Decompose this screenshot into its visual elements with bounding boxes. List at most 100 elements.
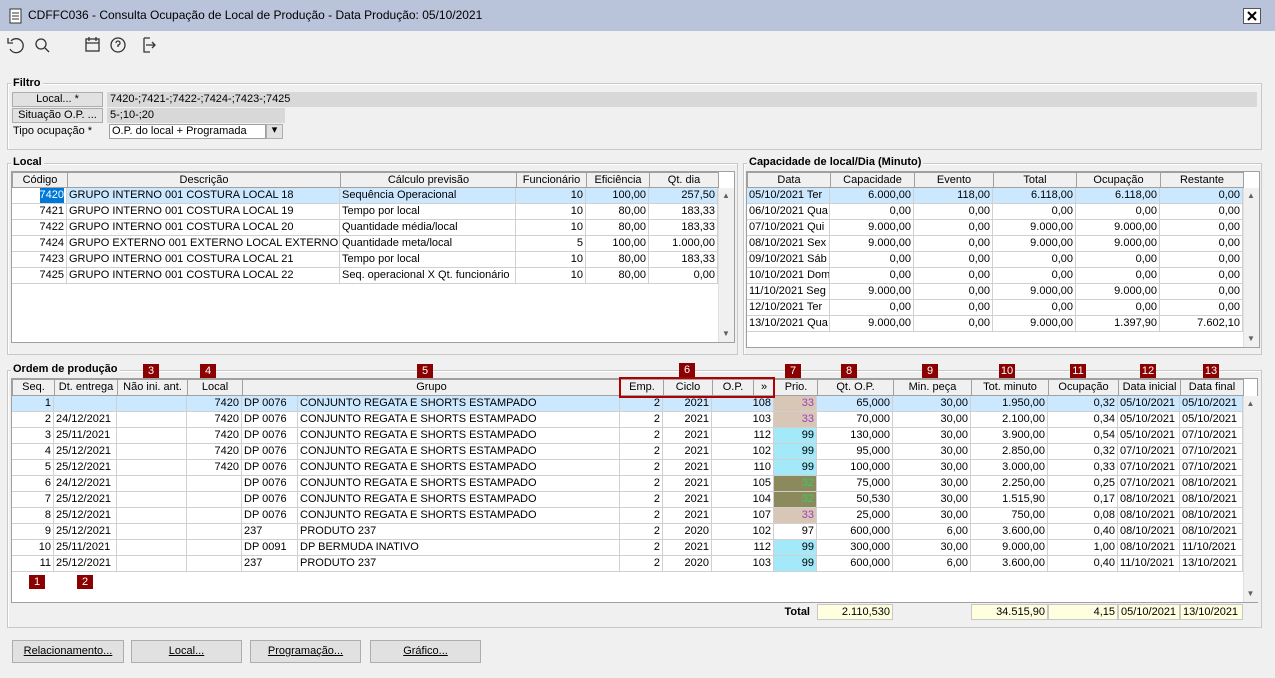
action-button[interactable]: Gráfico... (370, 640, 481, 663)
table-cell: 237 (242, 556, 298, 572)
action-button[interactable]: Relacionamento... (12, 640, 124, 663)
column-header[interactable]: Não ini. ant. (117, 379, 188, 396)
exit-icon[interactable] (143, 37, 156, 53)
column-header[interactable]: Data (747, 172, 831, 188)
column-header[interactable]: Eficiência (586, 172, 650, 188)
table-cell (187, 508, 242, 524)
marker: 8 (841, 364, 857, 378)
column-header[interactable]: Total (993, 172, 1077, 188)
table-cell: Seq. operacional X Qt. funcionário (340, 268, 516, 284)
table-cell: 0,00 (993, 268, 1076, 284)
scroll-up: ▲ (722, 191, 730, 200)
column-header[interactable]: Evento (914, 172, 994, 188)
column-header[interactable]: Descrição (67, 172, 341, 188)
column-header[interactable]: Ciclo (663, 379, 713, 396)
marker: 2 (77, 575, 93, 589)
situacao-value: 5-;10-;20 (107, 108, 285, 123)
capacidade-group (743, 163, 1262, 355)
column-header[interactable]: Seq. (12, 379, 55, 396)
column-header[interactable]: » (753, 379, 775, 396)
table-cell: 11/10/2021 (1180, 540, 1243, 556)
column-header[interactable]: Grupo (242, 379, 621, 396)
column-header[interactable]: Restante (1160, 172, 1244, 188)
column-header[interactable]: Qt. dia (649, 172, 719, 188)
table-cell: 10 (12, 540, 54, 556)
local-filter-button[interactable]: Local... * (12, 92, 103, 107)
table-cell: 24/12/2021 (54, 412, 117, 428)
column-header[interactable]: Dt. entrega (54, 379, 118, 396)
table-cell: 0,40 (1048, 556, 1118, 572)
column-header[interactable]: Código (12, 172, 68, 188)
dropdown-arrow[interactable]: ▾ (266, 124, 283, 139)
table-cell: 6.000,00 (830, 188, 914, 204)
table-cell: 08/10/2021 (1118, 524, 1180, 540)
table-cell: 9.000,00 (830, 316, 914, 332)
table-cell: 9.000,00 (1076, 236, 1160, 252)
table-cell: Tempo por local (340, 204, 516, 220)
help-icon[interactable] (110, 37, 126, 53)
table-cell: 25/12/2021 (54, 508, 117, 524)
column-header[interactable]: Ocupação (1048, 379, 1119, 396)
column-header[interactable]: Prio. (774, 379, 818, 396)
table-cell: 07/10/2021 (1180, 444, 1243, 460)
table-cell: 2021 (663, 492, 712, 508)
tipo-select[interactable]: O.P. do local + Programada (109, 124, 266, 139)
table-cell: 1.950,00 (971, 396, 1048, 412)
undo-icon[interactable] (9, 38, 24, 54)
close-button[interactable] (1243, 8, 1261, 24)
total-cell: 34.515,90 (971, 604, 1048, 620)
situacao-button[interactable]: Situação O.P. ... (12, 108, 103, 123)
table-cell: 11/10/2021 Seg (747, 284, 830, 300)
column-header[interactable]: Min. peça (893, 379, 972, 396)
table-cell: 104 (712, 492, 774, 508)
search-handle (44, 47, 50, 53)
table-cell: 9.000,00 (830, 284, 914, 300)
column-header[interactable]: Local (187, 379, 243, 396)
app-icon (9, 8, 22, 24)
column-header[interactable]: Ocupação (1076, 172, 1161, 188)
column-header[interactable]: Qt. O.P. (817, 379, 894, 396)
calendar-icon[interactable] (85, 38, 100, 52)
action-button[interactable]: Programação... (250, 640, 361, 663)
column-header[interactable]: O.P. (712, 379, 754, 396)
window-title: CDFFC036 - Consulta Ocupação de Local de… (28, 8, 483, 22)
table-cell: GRUPO INTERNO 001 COSTURA LOCAL 21 (67, 252, 340, 268)
table-cell: 100,00 (586, 236, 649, 252)
table-cell: 7 (12, 492, 54, 508)
table-cell (117, 476, 187, 492)
table-cell: 7421 (12, 204, 67, 220)
table-cell: 0,00 (1160, 268, 1243, 284)
table-cell: 08/10/2021 (1180, 524, 1243, 540)
table-cell: 25/12/2021 (54, 524, 117, 540)
column-header[interactable]: Cálculo previsão (340, 172, 517, 188)
local-group (7, 163, 738, 355)
table-cell: GRUPO INTERNO 001 COSTURA LOCAL 19 (67, 204, 340, 220)
table-cell: 80,00 (586, 268, 649, 284)
local-filter-value: 7420-;7421-;7422-;7424-;7423-;7425 (107, 92, 1257, 107)
column-header[interactable]: Funcionário (516, 172, 587, 188)
table-cell: DP BERMUDA INATIVO (298, 540, 620, 556)
table-cell: 9.000,00 (993, 316, 1076, 332)
table-cell: 99 (774, 444, 817, 460)
scrollbar (1243, 188, 1259, 347)
table-cell: 0,00 (830, 300, 914, 316)
column-header[interactable]: Capacidade (830, 172, 915, 188)
table-cell: 95,000 (817, 444, 893, 460)
title-bar: CDFFC036 - Consulta Ocupação de Local de… (0, 0, 1275, 31)
table-cell: 2.850,00 (971, 444, 1048, 460)
scrollbar (718, 188, 734, 342)
table-cell: 30,00 (893, 476, 971, 492)
table-cell: 99 (774, 540, 817, 556)
table-cell: 05/10/2021 Ter (747, 188, 830, 204)
column-header[interactable]: Data final (1180, 379, 1244, 396)
table-cell: 25/11/2021 (54, 540, 117, 556)
search-icon[interactable] (35, 38, 47, 50)
column-header[interactable]: Data inicial (1118, 379, 1181, 396)
table-cell: 99 (774, 556, 817, 572)
ordem-group (7, 370, 1262, 628)
action-button[interactable]: Local... (131, 640, 242, 663)
column-header[interactable]: Emp. (620, 379, 664, 396)
table-cell: 97 (774, 524, 817, 540)
table-cell: GRUPO INTERNO 001 COSTURA LOCAL 22 (67, 268, 340, 284)
column-header[interactable]: Tot. minuto (971, 379, 1049, 396)
